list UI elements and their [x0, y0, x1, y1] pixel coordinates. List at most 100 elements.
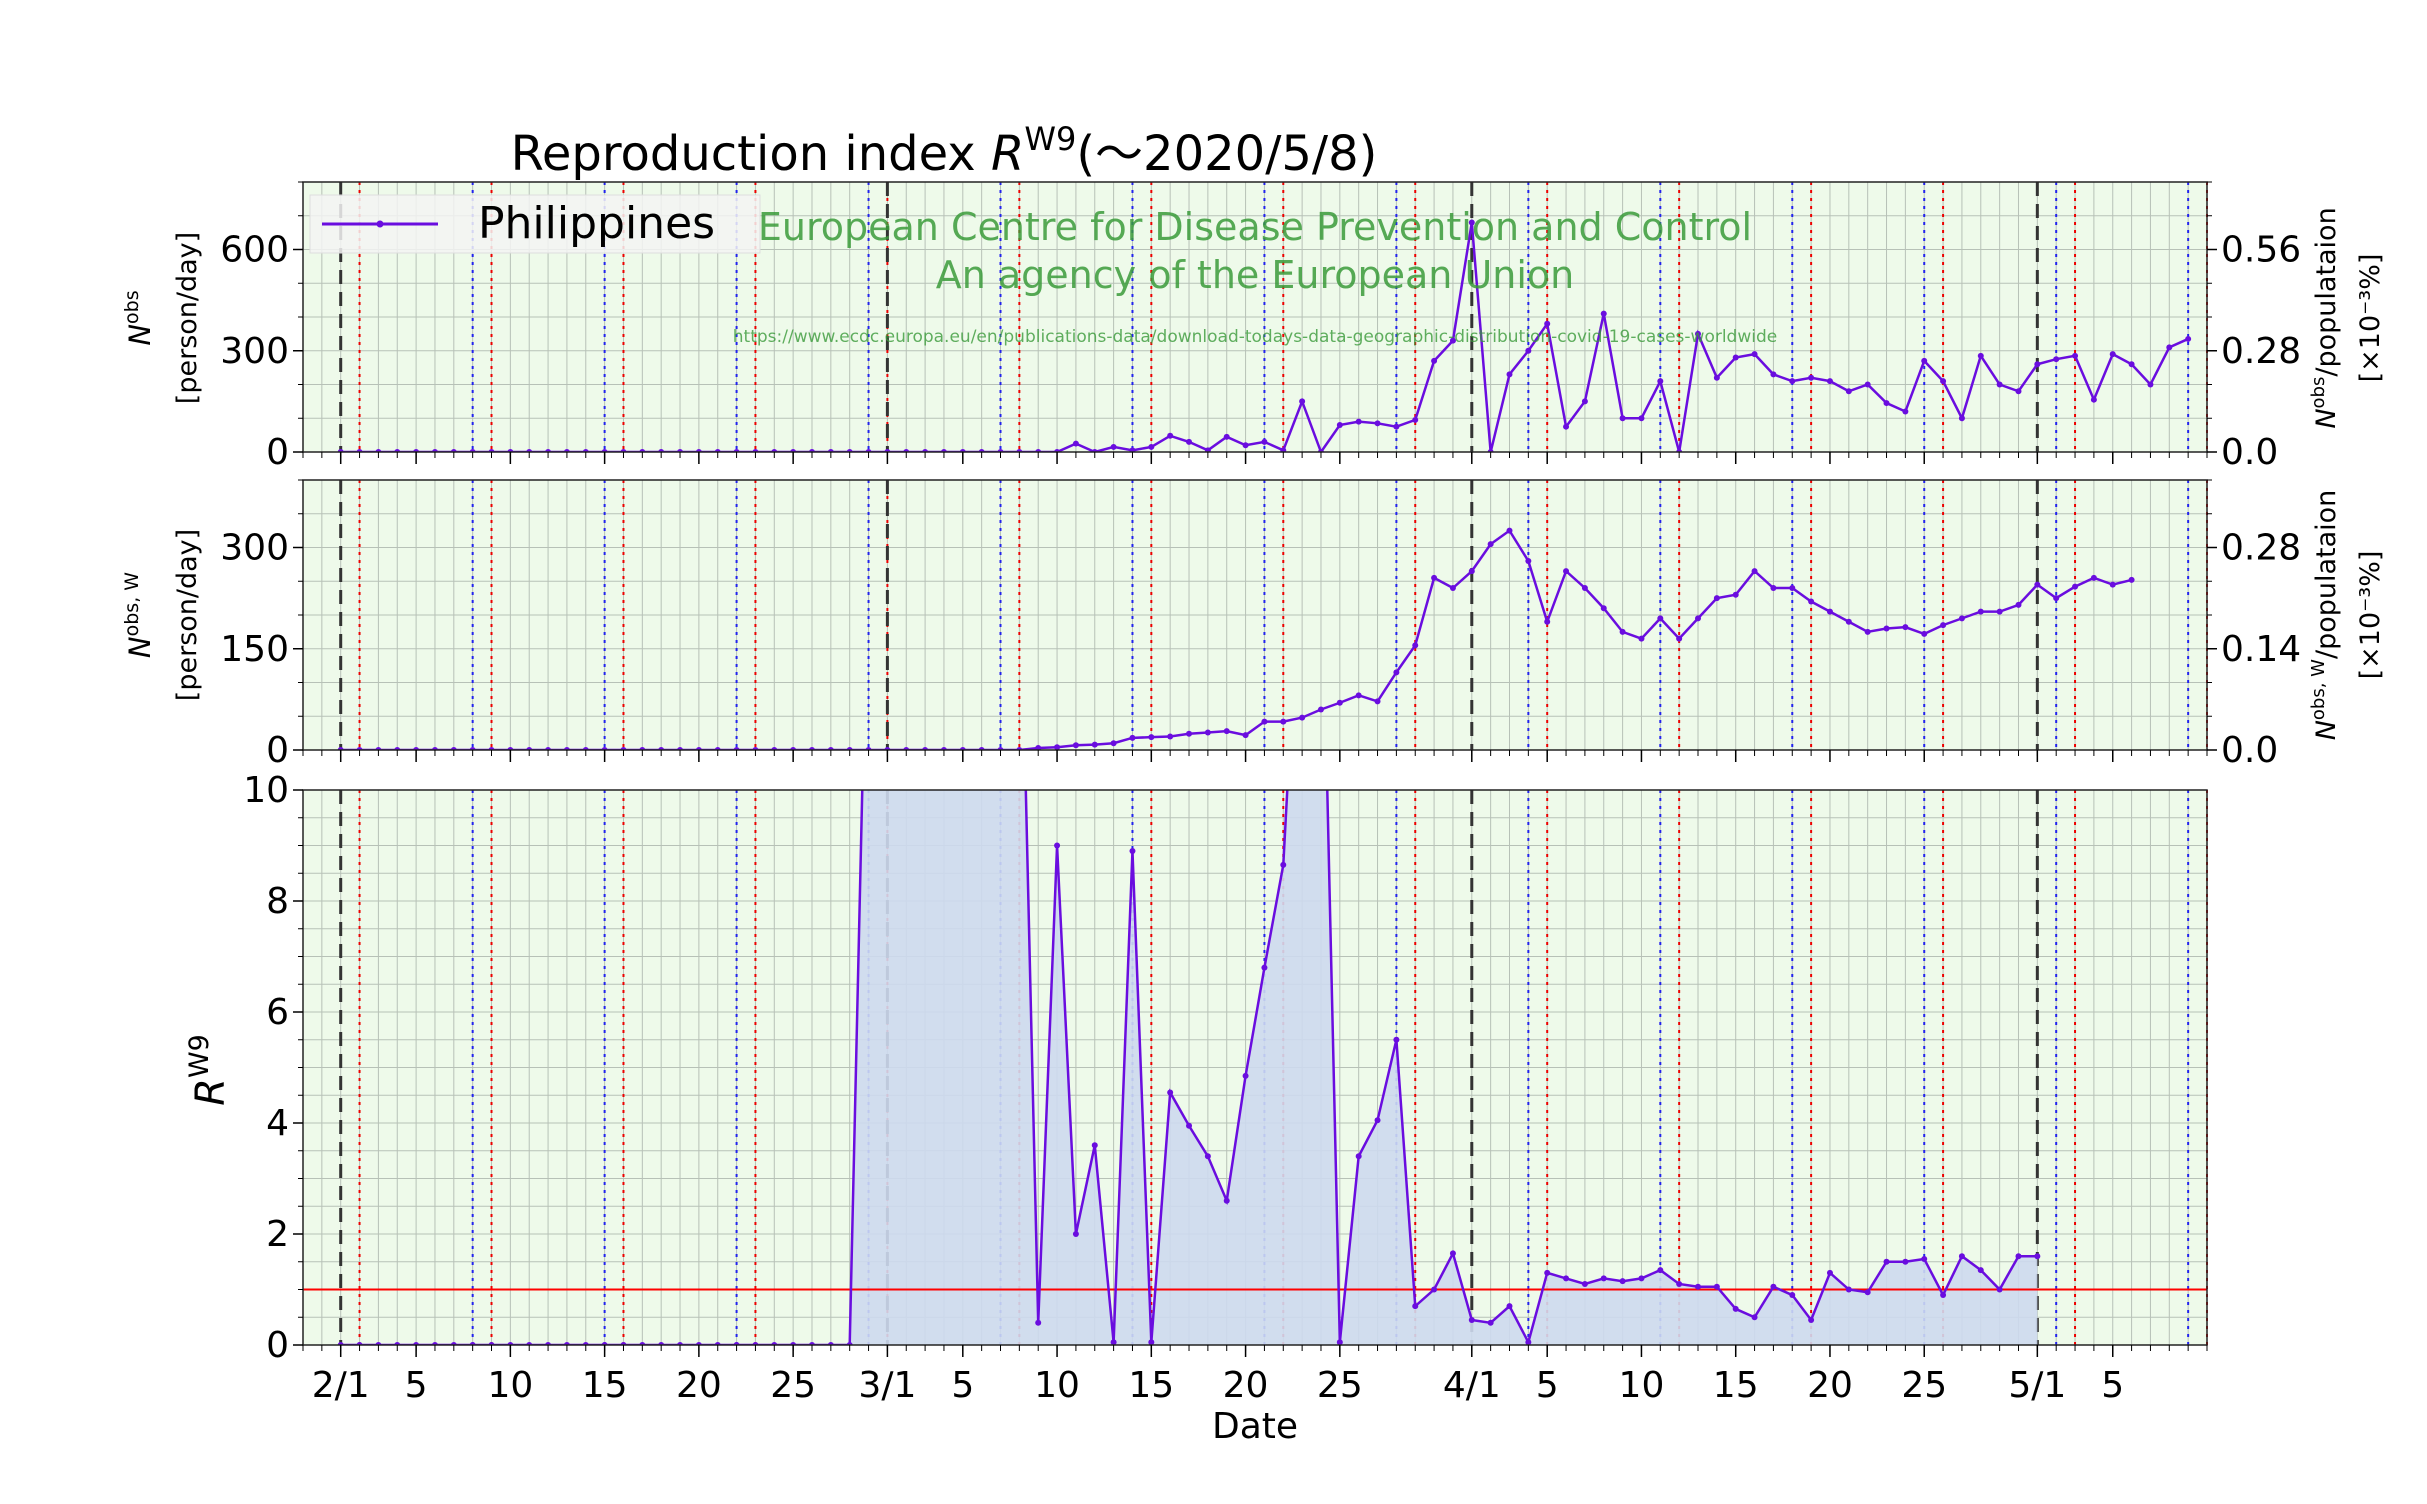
- panel3-data-point: [1506, 1303, 1513, 1310]
- xtick-label: 20: [676, 1365, 722, 1406]
- panel1-data-point: [2053, 356, 2060, 363]
- panel3-ytick-label: 10: [243, 770, 289, 811]
- panel1-right-ytick-label: 0.28: [2221, 331, 2301, 372]
- panel2-data-point: [1148, 734, 1155, 741]
- panel2-data-point: [1751, 568, 1758, 575]
- panel2-data-point: [1902, 624, 1909, 631]
- panel3-data-point: [1223, 1197, 1230, 1204]
- panel1-data-point: [1449, 337, 1456, 344]
- panel3-data-point: [1468, 1317, 1475, 1324]
- xtick-label: 10: [1034, 1365, 1080, 1406]
- panel2-data-point: [1864, 628, 1871, 635]
- panel2-data-point: [1619, 628, 1626, 635]
- xtick-label: 25: [770, 1365, 816, 1406]
- title-symbol: R: [991, 126, 1024, 182]
- panel3-data-point: [1996, 1286, 2003, 1293]
- watermark-url: https://www.ecdc.europa.eu/en/publicatio…: [733, 327, 1777, 347]
- panel1-data-point: [1581, 398, 1588, 405]
- panel3-data-point: [1864, 1289, 1871, 1296]
- panel1-data-point: [2109, 351, 2116, 358]
- panel1-data-point: [1148, 443, 1155, 450]
- xtick-label: 10: [487, 1365, 533, 1406]
- xtick-label: 15: [1128, 1365, 1174, 1406]
- panel3-data-point: [1921, 1255, 1928, 1262]
- legend: Philippines: [309, 194, 761, 254]
- panel1-data-point: [1638, 415, 1645, 422]
- panel1-ylabel-sup: obs: [121, 290, 143, 324]
- panel3-data-point: [1091, 1142, 1098, 1149]
- panel3-data-point: [1148, 1339, 1155, 1345]
- panel1-data-point: [1280, 447, 1287, 452]
- xtick-label: 20: [1807, 1365, 1853, 1406]
- panel1-data-point: [1186, 438, 1193, 445]
- panel1-data-point: [1072, 440, 1079, 447]
- panel3-data-point: [1035, 1319, 1042, 1326]
- panel3-ytick-label: 4: [266, 1103, 289, 1144]
- panel2-data-point: [1544, 618, 1551, 625]
- panel1-data-point: [1525, 347, 1532, 354]
- panel2-data-point: [2053, 595, 2060, 602]
- panel3-data-point: [1186, 1122, 1193, 1129]
- panel1-data-point: [2090, 396, 2097, 403]
- panel3-data-point: [1393, 1036, 1400, 1043]
- panel3-data-point: [1581, 1280, 1588, 1287]
- panel3-data-point: [1826, 1269, 1833, 1276]
- panel3-data-point: [1789, 1292, 1796, 1299]
- panel1-ytick-label: 0: [266, 432, 289, 473]
- panel3-data-point: [1525, 1339, 1532, 1345]
- panel2-data-point: [1600, 605, 1607, 612]
- panel3-series-line: [1024, 790, 1289, 1343]
- panel2-data-point: [1977, 608, 1984, 615]
- panel2-data-point: [1091, 741, 1098, 748]
- panel1-data-point: [1770, 371, 1777, 378]
- svg-text:RW9: RW9: [184, 1034, 234, 1106]
- panel1-data-point: [1374, 420, 1381, 427]
- xtick-label: 5: [405, 1365, 428, 1406]
- panel2-ylabel-sup: obs, W: [121, 572, 143, 637]
- panel3-data-point: [1374, 1117, 1381, 1124]
- panel1-data-point: [2128, 361, 2135, 368]
- panel3-data-point: [1412, 1303, 1419, 1310]
- panel2-data-point: [1487, 541, 1494, 548]
- panel1-data-point: [1600, 310, 1607, 317]
- panel2-data-point: [1242, 732, 1249, 739]
- panel2-data-point: [1996, 608, 2003, 615]
- panel1-data-point: [1129, 447, 1136, 452]
- panel2-data-point: [2109, 581, 2116, 588]
- xtick-label: 25: [1901, 1365, 1947, 1406]
- ticks: 0 300 600 0.0 0.28 0.56 0 150 300 0.0 0.14 0.28 0 2 4 6…: [220, 181, 2301, 1406]
- panel3-data-point: [1129, 848, 1136, 855]
- panel2-data-point: [1110, 740, 1117, 747]
- panel1-data-point: [2147, 381, 2154, 388]
- panel1-data-point: [1619, 415, 1626, 422]
- panel3-data-point: [1544, 1269, 1551, 1276]
- panel2-data-point: [1958, 615, 1965, 622]
- panel1-data-point: [1789, 378, 1796, 385]
- xtick-label: 5: [2101, 1365, 2124, 1406]
- panel2-data-point: [1280, 718, 1287, 725]
- panel1-data-point: [1167, 432, 1174, 439]
- panel2-ytick-label: 0: [266, 730, 289, 771]
- panel1-data-point: [1864, 381, 1871, 388]
- xtick-label: 20: [1223, 1365, 1269, 1406]
- panel2-data-point: [2072, 583, 2079, 590]
- watermark-line2: An agency of the European Union: [936, 253, 1575, 297]
- panel2-data-point: [2034, 581, 2041, 588]
- panel1-data-point: [1563, 423, 1570, 430]
- panel2-data-point: [1732, 591, 1739, 598]
- panel2-data-point: [1204, 729, 1211, 736]
- xtick-label: 4/1: [1443, 1365, 1501, 1406]
- panel3-data-point: [1336, 1339, 1343, 1345]
- panel3-data-point: [1657, 1267, 1664, 1274]
- panel2-data-point: [1054, 744, 1061, 750]
- panel2-data-point: [1921, 630, 1928, 637]
- panel3-data-point: [2015, 1253, 2022, 1260]
- panel1-data-point: [1713, 374, 1720, 381]
- panel2-data-point: [1657, 615, 1664, 622]
- panel3-data-point: [1977, 1267, 1984, 1274]
- panel1-data-point: [1751, 351, 1758, 358]
- panel1-right-ylabel: Nobs/populataion [×10⁻³%]: [2308, 207, 2386, 428]
- panel1-right-ylabel-symbol: N: [2311, 408, 2342, 428]
